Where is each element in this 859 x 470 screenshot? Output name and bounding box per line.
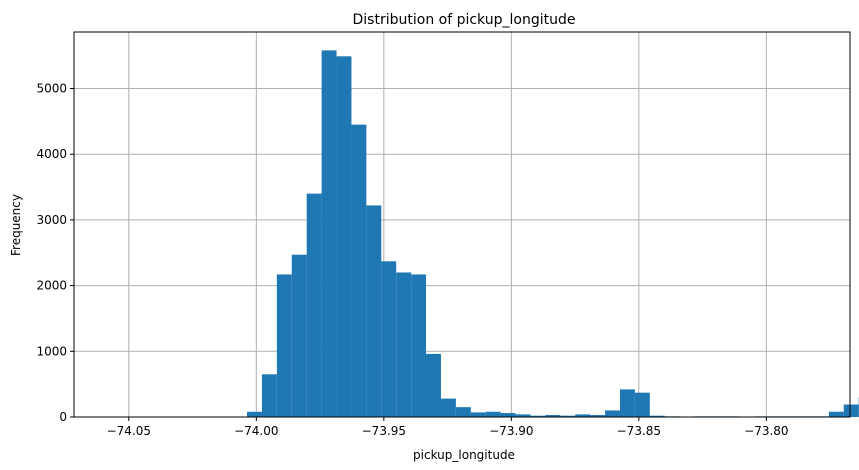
x-axis-label: pickup_longitude [413, 448, 515, 462]
histogram-bars [247, 50, 859, 418]
histogram-bar [321, 50, 337, 417]
x-tick-label: −73.95 [362, 424, 406, 438]
histogram-bar [530, 415, 546, 417]
histogram-bar [276, 274, 292, 417]
grid-lines [74, 32, 850, 418]
histogram-bar [500, 413, 516, 417]
y-tick-label: 2000 [36, 279, 67, 293]
histogram-bar [306, 193, 322, 417]
histogram-bar [336, 56, 352, 418]
histogram-bar [440, 398, 456, 417]
histogram-bar [828, 411, 844, 417]
x-tick-label: −73.90 [489, 424, 533, 438]
histogram-bar [396, 272, 412, 417]
histogram-bar [590, 415, 606, 417]
histogram-bar [843, 404, 859, 417]
histogram-bar [351, 124, 367, 417]
x-tick-label: −73.80 [744, 424, 788, 438]
y-tick-label: 3000 [36, 213, 67, 227]
y-tick-label: 1000 [36, 344, 67, 358]
histogram-bar [634, 392, 650, 417]
histogram-bar [247, 411, 262, 417]
y-tick-label: 0 [59, 410, 67, 424]
histogram-bar [560, 415, 576, 417]
histogram-bar [426, 353, 441, 417]
histogram-bar [470, 412, 486, 417]
x-axis-ticks: −74.05 −74.00 −73.95 −73.90 −73.85 −73.80 [107, 417, 789, 438]
histogram-bar [575, 414, 591, 417]
histogram-bar [605, 410, 620, 417]
chart-title: Distribution of pickup_longitude [353, 12, 576, 28]
y-tick-label: 4000 [36, 147, 67, 161]
histogram-bar [381, 261, 397, 417]
y-axis-label: Frequency [9, 194, 23, 256]
histogram-bar [649, 415, 665, 417]
x-tick-label: −74.00 [234, 424, 278, 438]
histogram-bar [291, 254, 307, 417]
x-tick-label: −74.05 [107, 424, 151, 438]
histogram-bar [545, 415, 561, 417]
histogram-bar [485, 411, 501, 417]
histogram-bar [366, 205, 382, 417]
histogram-bar [515, 414, 531, 417]
histogram-bar [455, 407, 471, 417]
histogram-bar [261, 374, 277, 417]
y-tick-label: 5000 [36, 82, 67, 96]
x-tick-label: −73.85 [617, 424, 661, 438]
histogram-bar [619, 389, 635, 417]
plot-frame [73, 31, 851, 418]
histogram-bar [411, 274, 427, 417]
y-axis-ticks: 0 1000 2000 3000 4000 5000 [36, 82, 74, 424]
